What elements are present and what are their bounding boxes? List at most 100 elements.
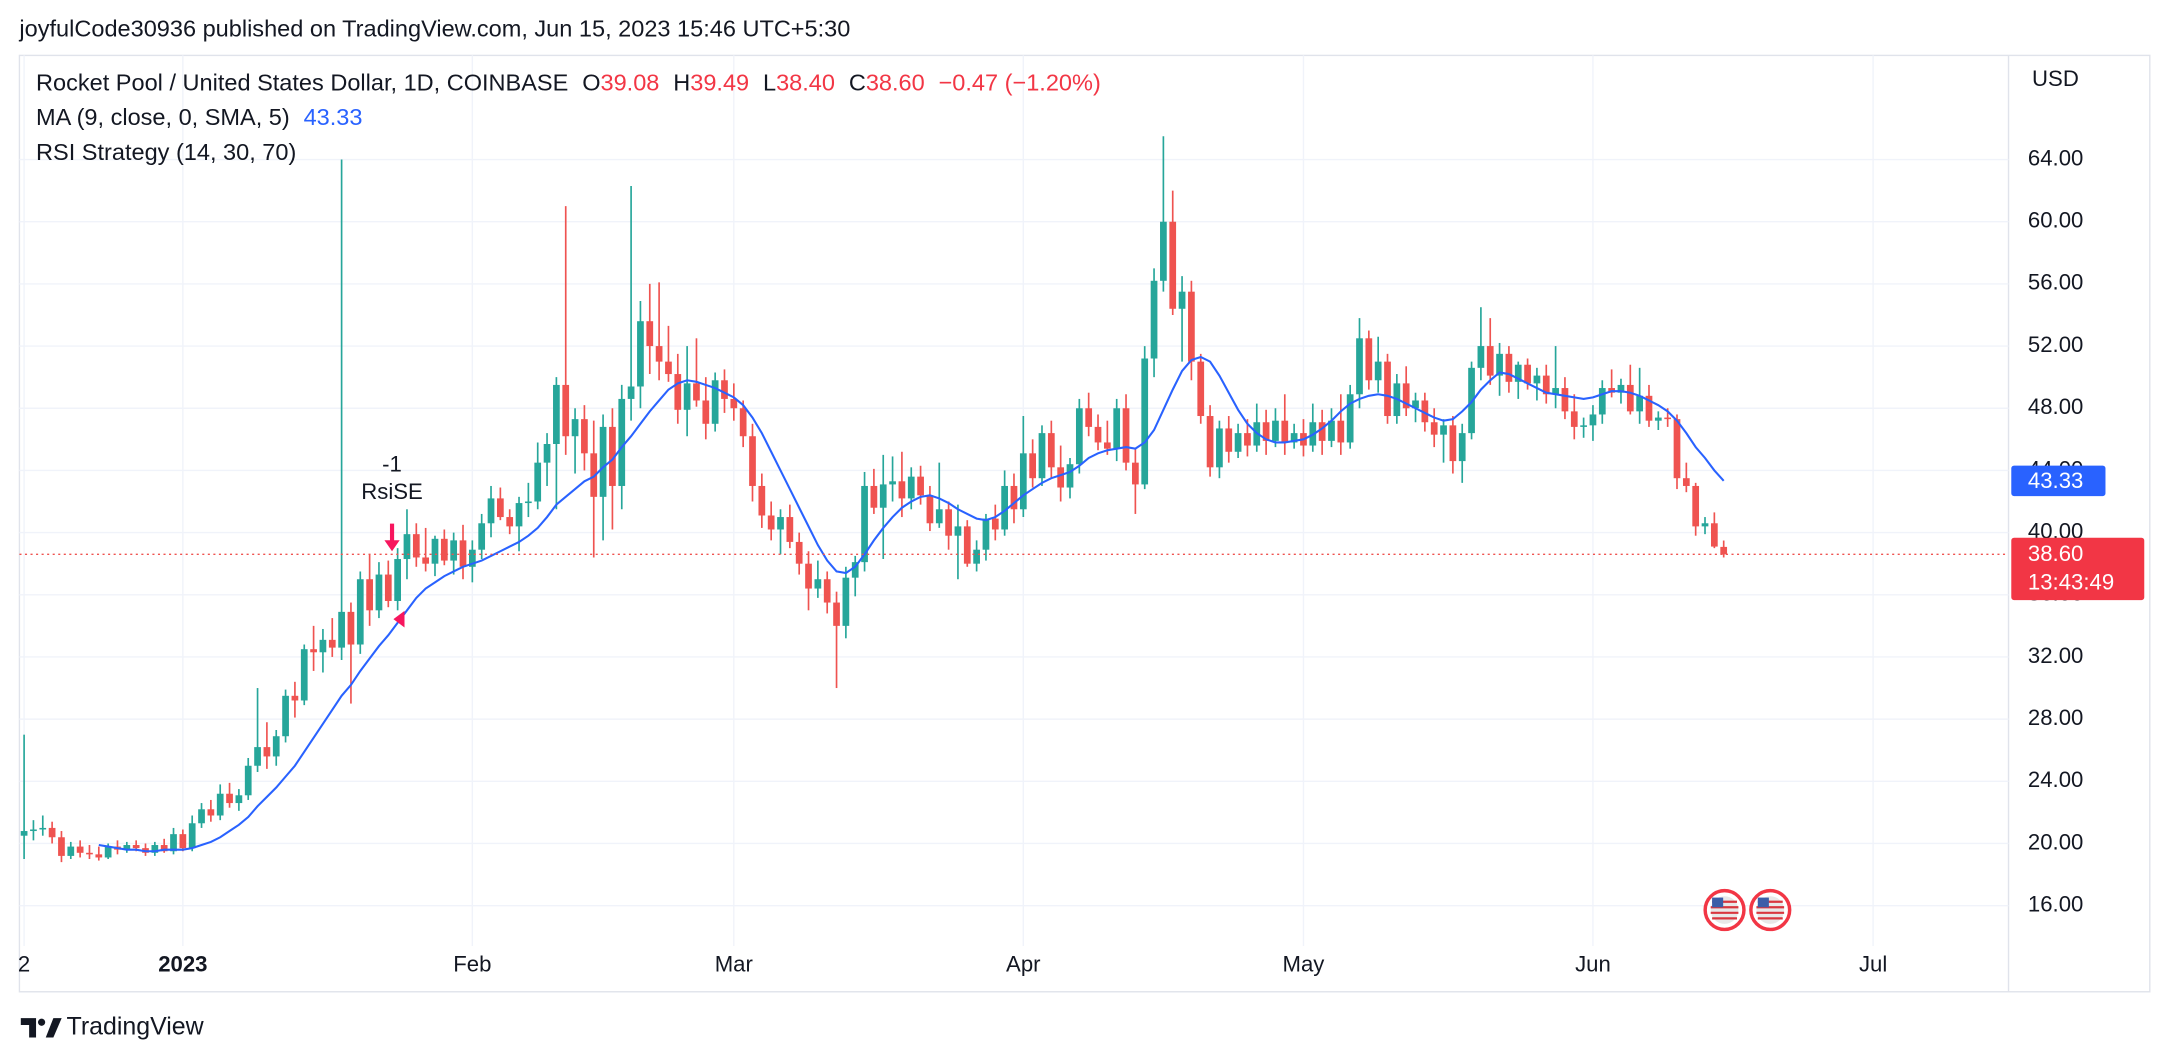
candle-body [889,481,896,485]
candle-body [1514,364,1522,382]
candle-body [450,540,458,561]
candle-body [721,380,728,399]
event-flag [1749,888,1792,932]
candle-body [739,408,747,437]
currency: USD [2032,66,2079,91]
candle-body [851,562,859,578]
candle-body [1570,411,1578,427]
candle-body [496,498,504,518]
candle-body [188,823,196,849]
candle-body [655,346,663,362]
candle-body [926,495,934,524]
x-tick-label: Mar [715,951,754,976]
candle-body [310,649,317,653]
candle-body [1384,361,1391,417]
x-tick-label: Jul [1859,951,1887,976]
candle-body [151,845,159,853]
candle-body [244,765,252,796]
candle-body [1057,467,1065,488]
candle-body [1132,462,1139,485]
candle-body [412,534,420,558]
candle-body [581,419,588,454]
candle-body [674,374,682,410]
candle-body [917,476,924,496]
x-tick-label: 2023 [158,951,207,976]
candle-body [1094,426,1102,443]
last-price-box [2011,537,2145,601]
candle-body [935,509,943,524]
candle-body [1412,400,1419,409]
ohlc-name: L [763,70,776,96]
candle-body [1085,408,1093,427]
candle-body [1421,400,1429,423]
candle-body [1290,433,1298,443]
candle-body [95,854,103,858]
candle-body [777,517,784,530]
candle-body [506,517,514,527]
candle-body [1178,291,1186,309]
candle-body [1075,408,1083,465]
candle-body [440,538,448,561]
candle-body [1318,422,1326,441]
candle-body [1598,388,1606,415]
candle-body [1346,394,1354,443]
candle-body [1234,433,1242,452]
candle-body [1150,280,1158,359]
candle-body [1356,338,1363,395]
candle-body [842,577,850,626]
candle-body [1458,433,1466,462]
candle-body [207,809,215,816]
change: −0.47 (−1.20%) [939,70,1101,96]
candle-body [67,846,75,856]
candle-body [1141,358,1149,485]
y-tick-label: 48.00 [2028,394,2083,419]
candle-body [403,534,411,560]
signal-arrow [384,523,400,552]
candle-body [1505,353,1513,382]
candle-body [1430,422,1438,435]
candle-body [1524,364,1531,384]
candle-body [300,649,308,701]
ma-value: 43.33 [304,104,363,130]
candle-body [86,852,93,855]
x-tick-label: Feb [453,951,491,976]
candle-body [627,386,635,399]
candle-body [30,829,37,832]
candle-body [1038,433,1046,479]
candle-body [898,481,906,499]
event-flag [1703,888,1746,932]
signal-triangle [393,610,405,628]
candle-body [20,831,28,836]
candle-body [879,484,887,508]
candle-body [515,503,523,527]
candle-body [1636,395,1644,412]
candle-body [160,845,168,852]
candle-body [291,695,299,701]
candle-body [683,383,691,410]
candle-body [767,515,775,530]
candle-body [553,384,560,444]
candle-body [1496,353,1503,376]
candle-body [758,485,766,516]
candle-body [198,809,205,824]
candle-body [1328,420,1335,441]
candle-body [1113,408,1121,449]
candle-body [1673,419,1681,479]
candle-body [1402,383,1410,409]
candle-body [254,747,261,766]
candle-body [814,579,822,589]
candle-body [954,526,962,536]
candle-body [1169,221,1177,309]
publish-header: joyfulCode30936 published on TradingView… [18,16,850,42]
ohlc-name: O [582,70,600,96]
y-tick-label: 20.00 [2028,829,2083,854]
candle-body [375,574,383,611]
signal-label: RsiSE [361,479,423,504]
candle-body [973,549,980,564]
candle-body [1029,453,1037,479]
x-tick-label: Apr [1006,951,1041,976]
y-tick-label: 24.00 [2028,767,2083,792]
candle-body [48,827,56,838]
candle-body [534,462,542,502]
